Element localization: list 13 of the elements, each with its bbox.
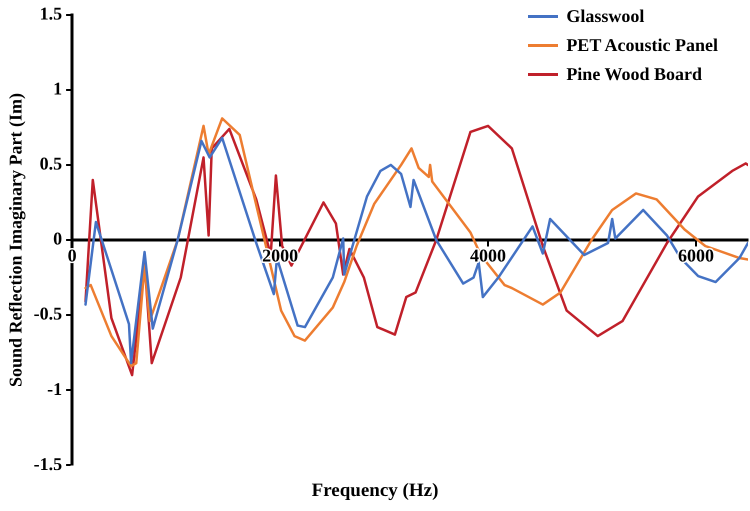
x-axis-title: Frequency (Hz)	[310, 480, 440, 502]
legend-label: Pine Wood Board	[566, 64, 702, 85]
y-tick-label: -1	[47, 378, 62, 399]
y-tick-label: 1	[53, 78, 62, 99]
y-tick-label: 1.5	[40, 3, 62, 24]
y-tick-label: -0.5	[34, 304, 62, 324]
y-tick-label: -1.5	[34, 454, 62, 474]
y-axis-title: Sound Reflection Imaginary Part (Im)	[5, 93, 26, 387]
y-tick-label: 0.5	[40, 154, 62, 174]
legend-label: PET Acoustic Panel	[566, 35, 718, 56]
x-tick-label: 6000	[678, 246, 714, 266]
legend-label: Glasswool	[566, 6, 644, 27]
y-tick-label: 0	[53, 228, 62, 249]
